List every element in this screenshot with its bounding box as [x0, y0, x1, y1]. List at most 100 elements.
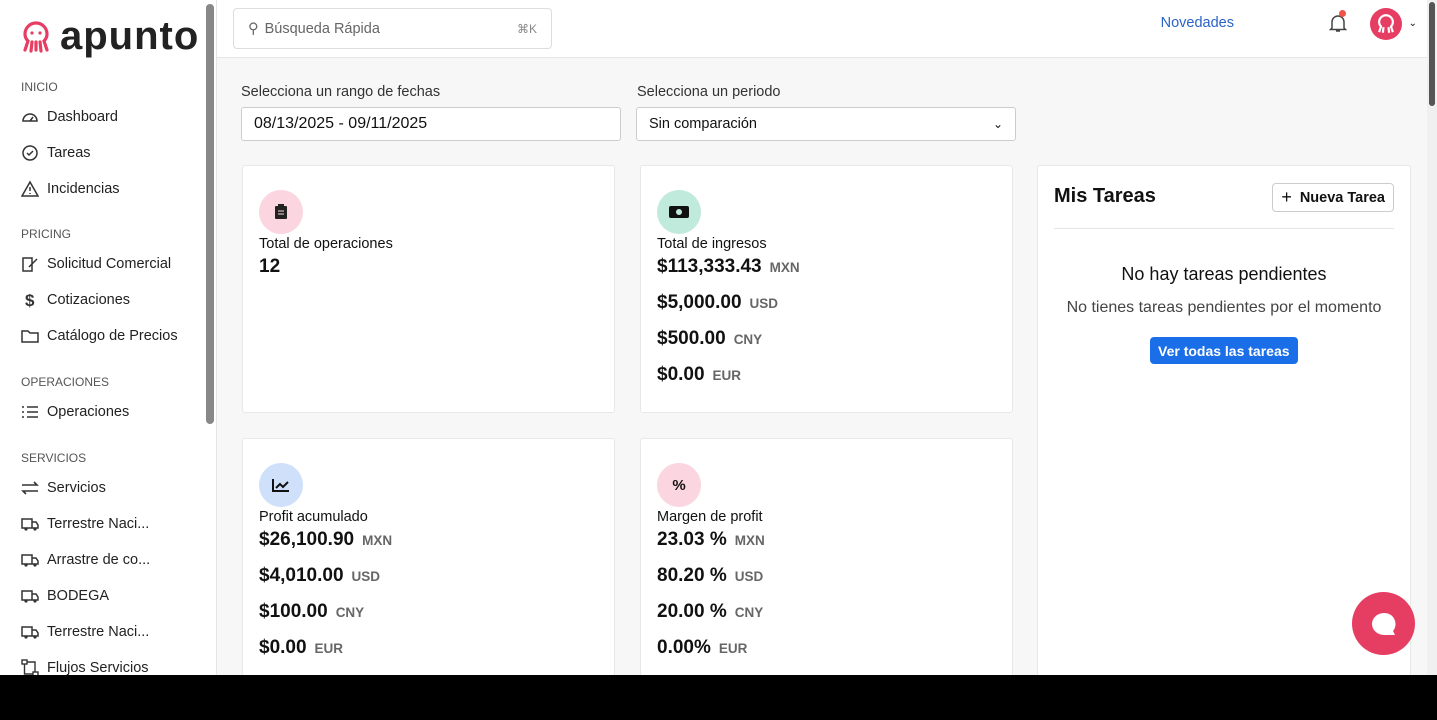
- currency-code: USD: [734, 569, 764, 584]
- sidebar-item-label: Terrestre Naci...: [47, 624, 150, 640]
- metric-value: $26,100.90: [259, 529, 355, 550]
- metric-row: $26,100.90 MXN: [259, 529, 392, 551]
- search-placeholder: Búsqueda Rápida: [264, 20, 380, 37]
- quick-search-input[interactable]: ⚲ Búsqueda Rápida ⌘K: [233, 8, 552, 49]
- sidebar: apunto INICIO Dashboard Tareas Incidencias P…: [0, 0, 217, 675]
- metric-row: $0.00 EUR: [259, 637, 343, 659]
- brand-name: apunto: [60, 14, 200, 58]
- octopus-logo-icon: [23, 20, 49, 53]
- metric-row: 0.00% EUR: [657, 637, 747, 659]
- swap-icon: [21, 481, 39, 495]
- currency-code: USD: [351, 569, 381, 584]
- card-total-income: Total de ingresos $113,333.43 MXN $5,000.0…: [640, 165, 1013, 413]
- plus-icon: +: [1281, 187, 1292, 207]
- sidebar-item-label: Terrestre Naci...: [47, 516, 150, 532]
- card-profit: Profit acumulado $26,100.90 MXN $4,010.00 U…: [242, 438, 615, 675]
- currency-code: MXN: [769, 260, 800, 275]
- date-range-label: Selecciona un rango de fechas: [241, 84, 441, 100]
- card-profit-margin: % Margen de profit 23.03 % MXN 80.20 % USD 2…: [640, 438, 1013, 675]
- sidebar-item-incidencias[interactable]: Incidencias: [21, 180, 120, 198]
- metric-value: 20.00 %: [657, 601, 727, 622]
- svg-text:$: $: [25, 291, 35, 309]
- folder-icon: [21, 330, 39, 343]
- sidebar-item-label: Incidencias: [47, 181, 120, 197]
- tasks-title: Mis Tareas: [1054, 185, 1156, 207]
- period-select[interactable]: Sin comparación ⌄: [636, 107, 1016, 141]
- metric-row: $100.00 CNY: [259, 601, 364, 623]
- period-value: Sin comparación: [649, 116, 757, 132]
- sidebar-item-cotizaciones[interactable]: $ Cotizaciones: [21, 291, 130, 309]
- new-task-button[interactable]: + Nueva Tarea: [1272, 183, 1394, 212]
- warning-icon: [21, 180, 39, 197]
- metric-row: $5,000.00 USD: [657, 292, 778, 314]
- truck-icon: [21, 554, 39, 567]
- date-range-input[interactable]: 08/13/2025 - 09/11/2025: [241, 107, 621, 141]
- search-shortcut: ⌘K: [516, 21, 537, 36]
- currency-code: CNY: [734, 605, 764, 620]
- logo[interactable]: apunto: [20, 14, 199, 59]
- chat-button[interactable]: [1352, 592, 1415, 655]
- sidebar-section-title: SERVICIOS: [21, 451, 87, 465]
- sidebar-item-label: Operaciones: [47, 404, 130, 420]
- currency-code: EUR: [314, 641, 344, 656]
- novedades-link[interactable]: Novedades: [1160, 15, 1234, 31]
- sidebar-item-label: Servicios: [47, 480, 106, 496]
- list-icon: [22, 406, 38, 418]
- currency-code: MXN: [734, 533, 765, 548]
- operations-count: 12: [259, 256, 281, 277]
- sidebar-section-title: OPERACIONES: [21, 375, 110, 389]
- sidebar-section-title: PRICING: [21, 227, 72, 241]
- truck-icon: [21, 626, 39, 639]
- metric-row: 23.03 % MXN: [657, 529, 765, 551]
- sidebar-item-servicios[interactable]: Servicios: [21, 479, 106, 497]
- metric-value: $113,333.43: [657, 256, 762, 277]
- sidebar-item-terrestre-naci[interactable]: Terrestre Naci...: [21, 515, 149, 533]
- scrollbar-thumb[interactable]: [1429, 2, 1435, 106]
- sidebar-item-terrestre-naci[interactable]: Terrestre Naci...: [21, 623, 149, 641]
- card-title: Total de ingresos: [657, 236, 767, 252]
- metric-row: $4,010.00 USD: [259, 565, 380, 587]
- dollar-icon: $: [25, 291, 35, 309]
- currency-code: EUR: [718, 641, 748, 656]
- sidebar-item-arrastre-de-co[interactable]: Arrastre de co...: [21, 551, 150, 569]
- my-tasks-panel: Mis Tareas + Nueva Tarea No hay tareas pe…: [1037, 165, 1411, 675]
- sidebar-item-cat-logo-de-precios[interactable]: Catálogo de Precios: [21, 327, 178, 345]
- metric-value: $4,010.00: [259, 565, 344, 586]
- sidebar-scrollbar[interactable]: [206, 4, 214, 424]
- sidebar-item-solicitud-comercial[interactable]: Solicitud Comercial: [21, 255, 171, 273]
- notification-dot: [1339, 10, 1346, 17]
- gauge-icon: [22, 113, 38, 122]
- card-title: Margen de profit: [657, 509, 763, 525]
- page-scrollbar[interactable]: [1427, 0, 1437, 675]
- sidebar-item-label: BODEGA: [47, 588, 110, 604]
- sidebar-item-dashboard[interactable]: Dashboard: [21, 108, 118, 126]
- view-all-tasks-button[interactable]: Ver todas las tareas: [1150, 337, 1298, 364]
- period-label: Selecciona un periodo: [637, 84, 781, 100]
- card-title: Profit acumulado: [259, 509, 368, 525]
- new-task-label: Nueva Tarea: [1299, 189, 1385, 206]
- truck-icon: [21, 590, 39, 603]
- sidebar-item-bodega[interactable]: BODEGA: [21, 587, 109, 605]
- chevron-down-icon: ⌄: [992, 117, 1003, 131]
- trend-chart-icon: [259, 463, 303, 507]
- sidebar-item-label: Cotizaciones: [47, 292, 131, 308]
- metric-value: $0.00: [657, 364, 705, 385]
- currency-code: EUR: [712, 368, 742, 383]
- metric-value: $5,000.00: [657, 292, 742, 313]
- metric-value: 0.00%: [657, 637, 711, 658]
- empty-title: No hay tareas pendientes: [1121, 264, 1327, 284]
- sidebar-item-label: Flujos Servicios: [47, 660, 149, 675]
- user-avatar[interactable]: [1370, 8, 1402, 40]
- currency-code: CNY: [733, 332, 763, 347]
- metric-row: $0.00 EUR: [657, 364, 741, 386]
- sidebar-item-tareas[interactable]: Tareas: [21, 144, 91, 162]
- sidebar-item-label: Arrastre de co...: [47, 552, 151, 568]
- search-icon: ⚲: [248, 20, 259, 37]
- currency-code: MXN: [362, 533, 393, 548]
- metric-value: 23.03 %: [657, 529, 727, 550]
- edit-icon: [22, 257, 38, 272]
- sidebar-item-operaciones[interactable]: Operaciones: [21, 403, 129, 421]
- sidebar-item-flujos-servicios[interactable]: Flujos Servicios: [21, 659, 149, 675]
- metric-row: 80.20 % USD: [657, 565, 763, 587]
- chevron-down-icon[interactable]: ⌄: [1408, 18, 1417, 29]
